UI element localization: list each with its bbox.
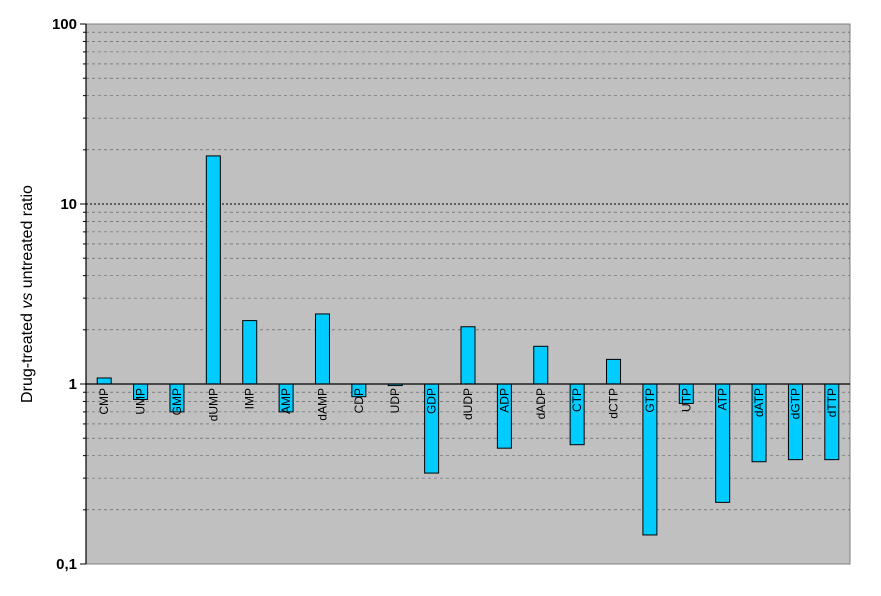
y-axis: 100 10 1 0,1 bbox=[52, 16, 87, 573]
x-tick-label-GDP: GDP bbox=[425, 388, 439, 414]
x-tick-label-IMP: IMP bbox=[243, 388, 257, 409]
x-tick-label-dUDP: dUDP bbox=[461, 388, 475, 420]
x-tick-label-CMP: CMP bbox=[97, 388, 111, 415]
x-tick-label-dTTP: dTTP bbox=[825, 388, 839, 417]
y-axis-label-part-1: Drug-treated bbox=[19, 309, 36, 403]
x-tick-label-UDP: UDP bbox=[388, 388, 402, 413]
y-axis-label: Drug-treated vs untreated ratio bbox=[19, 185, 36, 403]
bar-dAMP bbox=[314, 313, 330, 385]
y-tick-label: 100 bbox=[52, 16, 77, 33]
y-tick-label: 1 bbox=[69, 376, 77, 393]
x-tick-label-CTP: CTP bbox=[570, 388, 584, 412]
bar-dUDP bbox=[460, 326, 476, 385]
x-tick-label-dUMP: dUMP bbox=[206, 388, 220, 421]
bar-dCTP bbox=[606, 358, 622, 385]
x-tick-label-dCTP: dCTP bbox=[607, 388, 621, 419]
x-tick-label-AMP: AMP bbox=[279, 388, 293, 414]
y-tick-label: 0,1 bbox=[56, 556, 77, 573]
x-tick-label-dATP: dATP bbox=[752, 388, 766, 417]
x-tick-label-GMP: GMP bbox=[170, 388, 184, 415]
x-tick-label-CDP: CDP bbox=[352, 388, 366, 413]
x-tick-label-UMP: UMP bbox=[134, 388, 148, 415]
bar-dADP bbox=[533, 345, 549, 385]
y-tick-label: 10 bbox=[60, 196, 77, 213]
x-tick-label-ADP: ADP bbox=[497, 388, 511, 413]
bar-CMP bbox=[96, 377, 112, 385]
x-tick-label-UTP: UTP bbox=[679, 388, 693, 412]
x-tick-label-dAMP: dAMP bbox=[315, 388, 329, 421]
y-axis-label-part-3: untreated ratio bbox=[19, 185, 36, 293]
x-tick-labels: CMP UMP GMP dUMP IMP AMP dAMP CDP UDP GDP dUDP ADP d… bbox=[97, 388, 839, 421]
x-tick-label-dADP: dADP bbox=[534, 388, 548, 419]
bars bbox=[96, 155, 840, 536]
plot-area bbox=[85, 23, 851, 565]
bar-dUMP bbox=[205, 155, 221, 385]
x-tick-label-dGTP: dGTP bbox=[788, 388, 802, 419]
x-tick-label-ATP: ATP bbox=[716, 388, 730, 410]
x-tick-label-GTP: GTP bbox=[643, 388, 657, 413]
y-axis-label-part-2: vs bbox=[19, 293, 36, 309]
bar-IMP bbox=[242, 320, 258, 385]
